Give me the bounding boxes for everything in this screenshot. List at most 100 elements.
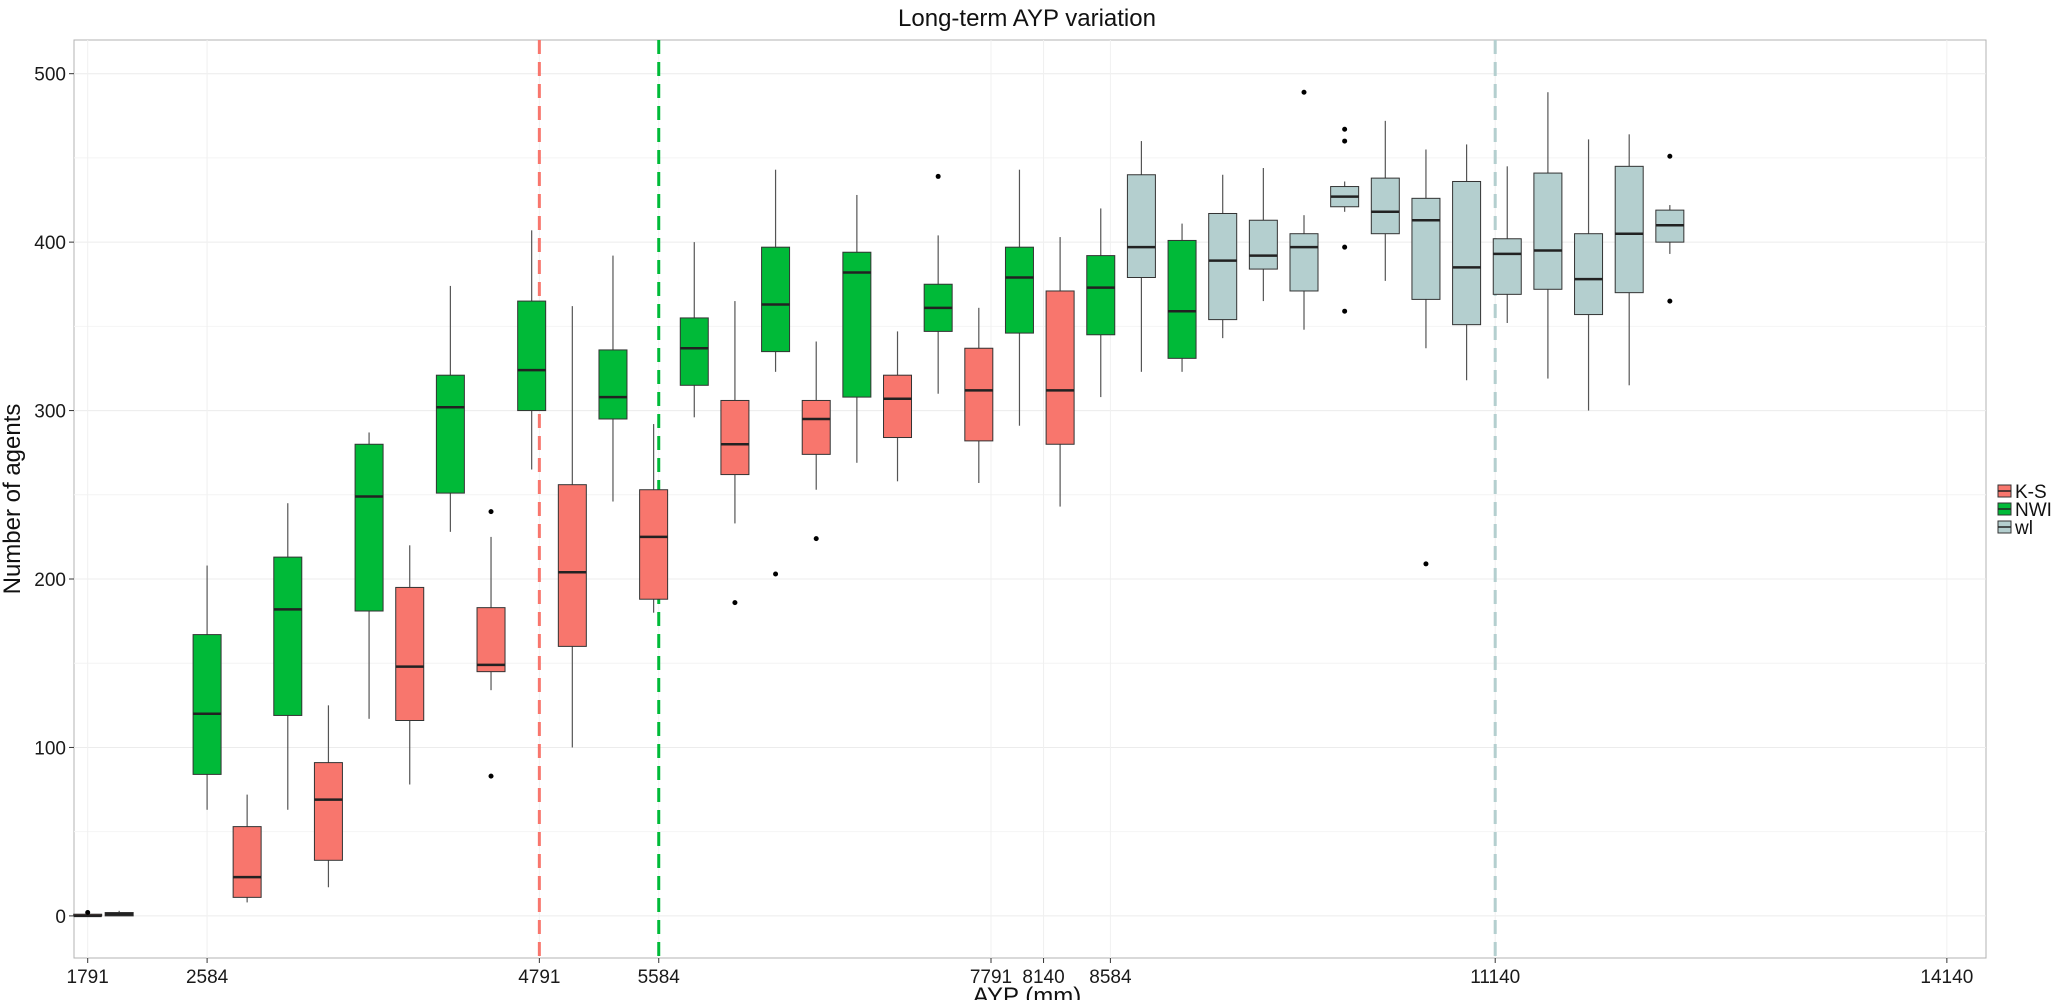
legend-label: wl: [2014, 518, 2033, 539]
box-body: [1452, 180, 1482, 326]
box-wl: [1614, 134, 1644, 386]
box-wl: [1208, 174, 1238, 339]
box-body: [1126, 174, 1156, 279]
box-body: [1004, 246, 1034, 334]
box-NWI: [679, 242, 709, 418]
box-body: [1533, 172, 1563, 290]
box-body: [476, 607, 506, 673]
x-tick-label: 8140: [1022, 967, 1064, 988]
box-K-S: [720, 301, 750, 606]
y-axis-title: Number of agents: [0, 404, 26, 595]
box-body: [1208, 212, 1238, 321]
box-wl: [1330, 126, 1360, 314]
box-wl: [1248, 168, 1278, 302]
box-NWI: [923, 173, 953, 394]
box-body: [313, 762, 343, 861]
x-tick-label: 14140: [1920, 967, 1973, 988]
x-tick-label: 8584: [1089, 967, 1132, 988]
box-wl: [1126, 141, 1156, 372]
box-NWI: [1086, 208, 1116, 398]
box-body: [1411, 197, 1441, 300]
box-NWI: [761, 169, 791, 577]
box-body: [1248, 219, 1278, 270]
outlier-point: [1301, 89, 1307, 95]
box-body: [517, 300, 547, 412]
box-NWI: [354, 432, 384, 719]
x-tick-label: 11140: [1470, 967, 1520, 988]
box-wl: [1492, 166, 1522, 323]
legend-label: NWI: [2015, 500, 2052, 521]
box-NWI: [1004, 169, 1034, 426]
box-body: [354, 443, 384, 612]
box-body: [842, 251, 872, 398]
outlier-point: [1342, 138, 1348, 144]
box-body: [1614, 165, 1644, 294]
box-K-S: [313, 705, 343, 888]
box-NWI: [842, 194, 872, 463]
box-wl: [1289, 89, 1319, 330]
y-tick-label: 300: [34, 402, 66, 423]
box-NWI: [435, 285, 465, 532]
box-NWI: [598, 255, 628, 502]
box-body: [1045, 290, 1075, 445]
box-body: [639, 489, 669, 600]
box-body: [1167, 239, 1197, 359]
box-wl: [1411, 149, 1441, 567]
box-wl: [1370, 120, 1400, 281]
outlier-point: [773, 571, 779, 577]
box-body: [395, 586, 425, 721]
outlier-point: [935, 173, 941, 179]
box-K-S: [476, 509, 506, 779]
x-axis-ticks: 1791 2584 4791 5584 7791 8140 8584 11140 14140: [67, 958, 1973, 988]
box-NWI: [517, 230, 547, 470]
box-body: [1574, 233, 1604, 316]
box-K-S: [395, 545, 425, 785]
box-body: [232, 826, 262, 898]
outlier-point: [1342, 308, 1348, 314]
box-K-S: [557, 306, 587, 748]
box-body: [557, 484, 587, 647]
box-body: [801, 399, 831, 455]
box-body: [1289, 233, 1319, 292]
box-K-S: [73, 910, 103, 918]
outlier-point: [1423, 561, 1429, 567]
y-tick-label: 0: [55, 907, 66, 928]
y-tick-label: 400: [34, 233, 66, 254]
outlier-point: [1342, 244, 1348, 250]
box-body: [1370, 177, 1400, 235]
x-tick-label: 7791: [970, 967, 1012, 988]
x-axis-title: AYP (mm): [973, 983, 1081, 1000]
outlier-point: [732, 600, 738, 606]
outlier-point: [85, 910, 91, 916]
outlier-point: [1667, 298, 1673, 304]
box-wl: [1533, 92, 1563, 379]
box-K-S: [1045, 237, 1075, 507]
y-tick-label: 200: [34, 570, 66, 591]
chart-title: Long-term AYP variation: [898, 5, 1156, 32]
box-wl: [1655, 153, 1685, 304]
box-K-S: [232, 794, 262, 903]
outlier-point: [813, 536, 819, 542]
x-tick-label: 5584: [638, 967, 681, 988]
outlier-point: [488, 773, 494, 779]
box-body: [1492, 238, 1522, 295]
outlier-point: [1342, 126, 1348, 132]
x-tick-label: 2584: [186, 967, 229, 988]
box-K-S: [964, 307, 994, 483]
x-tick-label: 4791: [518, 967, 560, 988]
y-tick-label: 100: [34, 738, 66, 759]
box-NWI: [1167, 223, 1197, 372]
box-body: [598, 349, 628, 420]
x-tick-label: 1791: [67, 967, 109, 988]
box-K-S: [639, 424, 669, 613]
box-body: [192, 634, 222, 775]
box-K-S: [883, 331, 913, 482]
box-K-S: [801, 341, 831, 542]
outlier-point: [1667, 153, 1673, 159]
box-body: [720, 399, 750, 476]
box-body: [761, 246, 791, 353]
box-body: [273, 556, 303, 716]
box-wl: [1452, 144, 1482, 381]
